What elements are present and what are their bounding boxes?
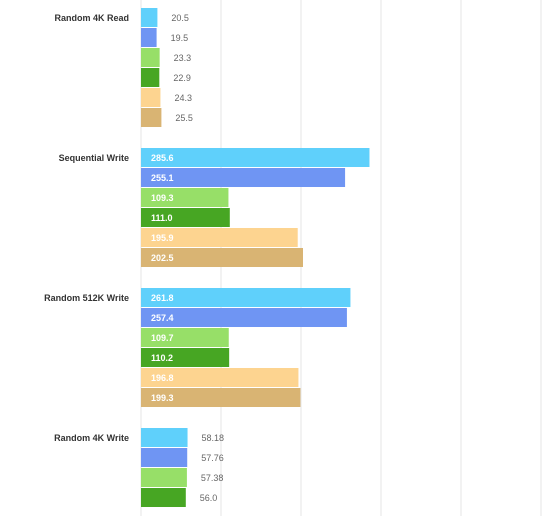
bar [141, 328, 229, 347]
bar [141, 448, 188, 467]
bar [141, 368, 299, 387]
category-label: Random 4K Read [54, 13, 129, 23]
value-label: 20.5 [171, 13, 189, 23]
value-label: 19.5 [171, 33, 189, 43]
bar [141, 388, 301, 407]
bar [141, 28, 157, 47]
value-label: 257.4 [151, 313, 174, 323]
value-label: 57.38 [201, 473, 224, 483]
value-label: 23.3 [174, 53, 192, 63]
value-label: 285.6 [151, 153, 174, 163]
bar [141, 428, 188, 447]
value-label: 195.9 [151, 233, 174, 243]
value-label: 58.18 [202, 433, 225, 443]
bar [141, 68, 160, 87]
value-label: 255.1 [151, 173, 174, 183]
bar [141, 188, 229, 207]
value-label: 111.0 [151, 213, 173, 223]
bar [141, 148, 370, 167]
bar [141, 108, 162, 127]
value-label: 202.5 [151, 253, 174, 263]
bar [141, 468, 187, 487]
value-label: 109.3 [151, 193, 174, 203]
bar [141, 8, 158, 27]
bar [141, 228, 298, 247]
value-label: 196.8 [151, 373, 174, 383]
value-label: 25.5 [175, 113, 193, 123]
bar [141, 168, 346, 187]
value-label: 199.3 [151, 393, 174, 403]
bar [141, 48, 160, 67]
value-label: 109.7 [151, 333, 174, 343]
value-label: 24.3 [174, 93, 192, 103]
bar [141, 288, 351, 307]
bar [141, 348, 230, 367]
bar [141, 88, 161, 107]
value-label: 56.0 [200, 493, 218, 503]
value-label: 110.2 [151, 353, 173, 363]
value-label: 22.9 [173, 73, 191, 83]
value-label: 261.8 [151, 293, 174, 303]
category-label: Random 512K Write [44, 293, 129, 303]
bar [141, 208, 230, 227]
bar [141, 308, 347, 327]
bar [141, 488, 186, 507]
category-label: Sequential Write [59, 153, 129, 163]
category-label: Random 4K Write [54, 433, 129, 443]
value-label: 57.76 [201, 453, 224, 463]
bar [141, 248, 303, 267]
